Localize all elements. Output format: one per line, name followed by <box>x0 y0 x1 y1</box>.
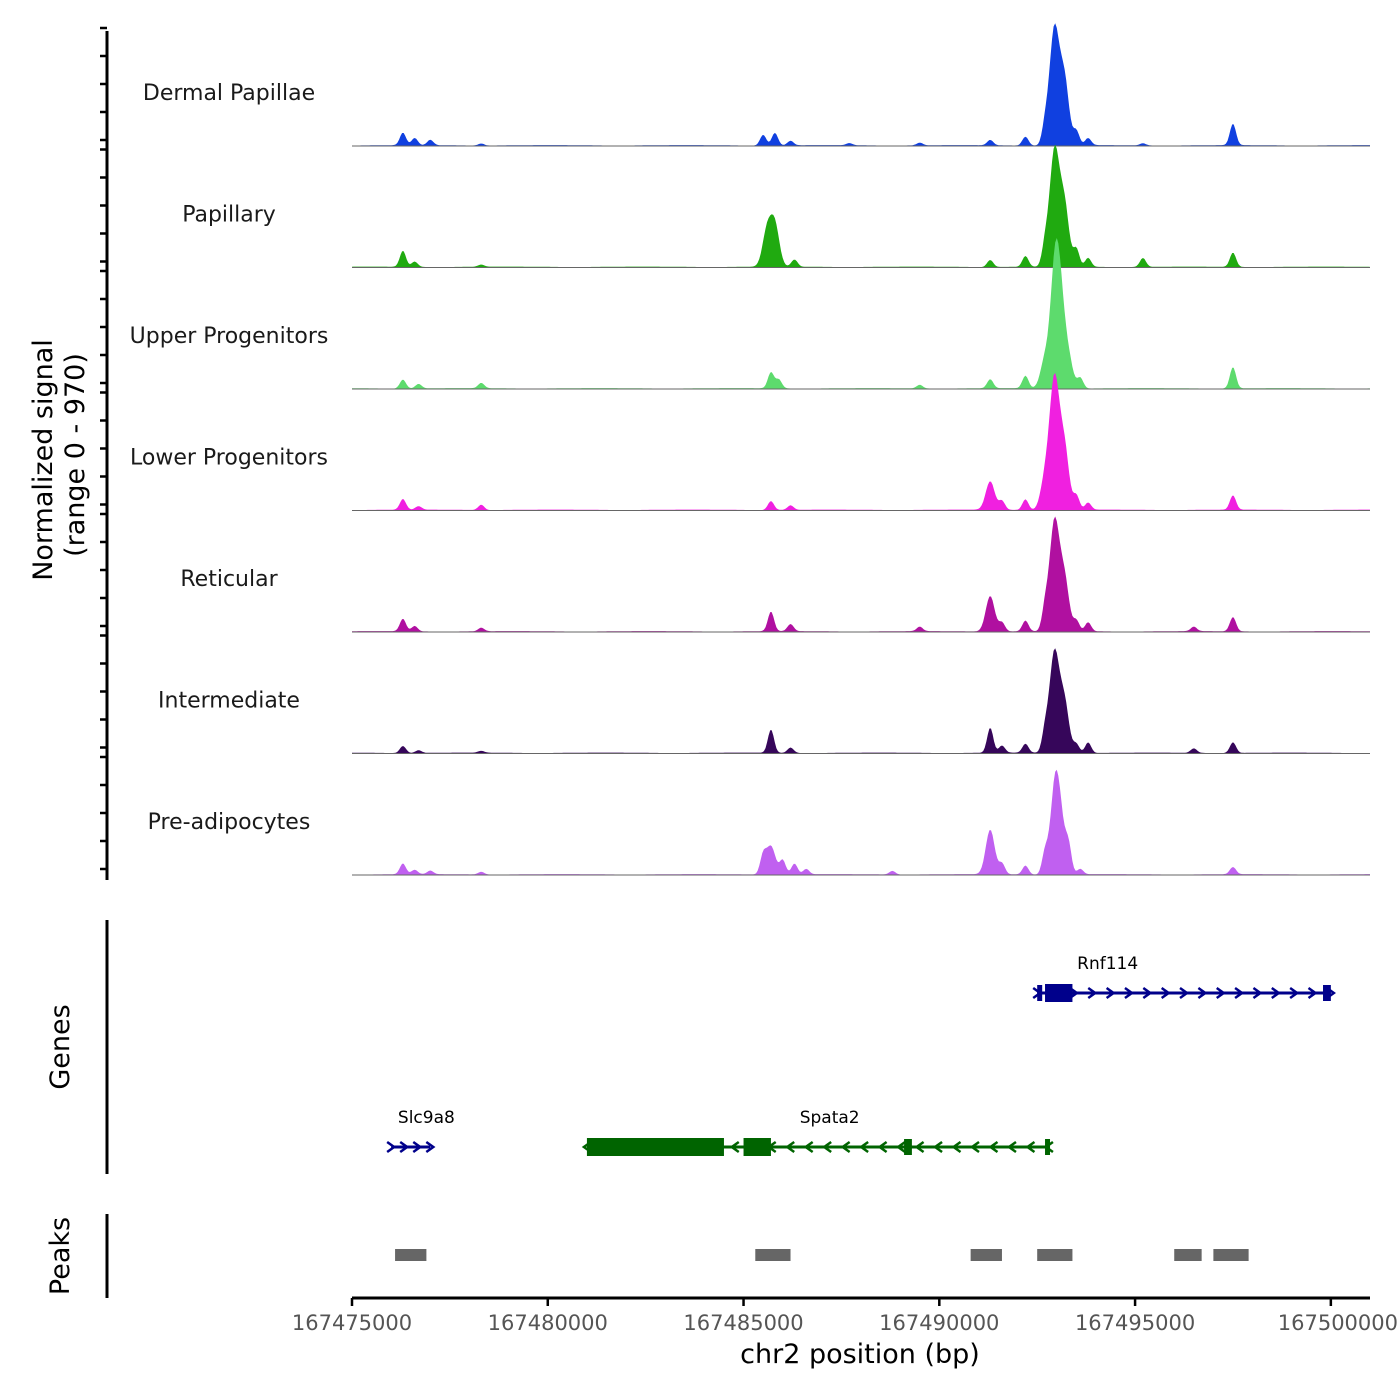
strand-arrow <box>1234 986 1245 1000</box>
strand-arrow <box>988 1140 999 1154</box>
strand-arrow <box>1179 986 1190 1000</box>
strand-arrow <box>1006 1140 1017 1154</box>
gene-label: Rnf114 <box>1077 954 1138 974</box>
peak-region <box>1174 1249 1202 1261</box>
strand-arrow <box>386 1140 397 1154</box>
strand-arrow <box>785 1140 795 1154</box>
strand-arrow <box>1124 986 1135 1000</box>
coverage-track: Lower Progenitors <box>130 372 1370 511</box>
signal-area <box>352 372 1370 511</box>
strand-arrow <box>951 1140 962 1154</box>
x-axis-ticks: 167475000 167480000 167485000 167490000 1674… <box>292 1298 1398 1335</box>
strand-arrow <box>1307 986 1318 1000</box>
x-tick-label: 167495000 <box>1075 1311 1195 1335</box>
track-label: Reticular <box>180 567 278 592</box>
track-label: Upper Progenitors <box>130 324 329 349</box>
strand-arrow <box>877 1140 888 1154</box>
peak-region <box>1037 1249 1073 1261</box>
exon <box>1323 985 1331 1001</box>
peak-region <box>395 1249 427 1261</box>
signal-area <box>352 769 1370 875</box>
genes-layer: Rnf114 Slc9a8 Spata2 <box>386 954 1337 1156</box>
exon <box>1045 1139 1051 1155</box>
y-axis-range: (range 0 - 970) <box>60 353 91 557</box>
peak-region <box>1213 1249 1249 1261</box>
gene-model: Rnf114 <box>1032 954 1337 1002</box>
x-tick-label: 167485000 <box>683 1311 803 1335</box>
strand-arrow <box>1087 986 1098 1000</box>
coverage-track: Papillary <box>182 144 1370 268</box>
coverage-track: Dermal Papillae <box>143 23 1370 147</box>
coverage-track: Pre-adipocytes <box>148 769 1370 876</box>
coverage-track: Reticular <box>180 516 1370 633</box>
strand-arrow <box>729 1140 740 1154</box>
gene-label: Spata2 <box>800 1108 860 1128</box>
x-tick-label: 167475000 <box>292 1311 412 1335</box>
x-tick-label: 167480000 <box>488 1311 608 1335</box>
track-label: Intermediate <box>158 689 300 714</box>
track-label: Dermal Papillae <box>143 81 315 106</box>
y-axis-title: Normalized signal <box>28 339 59 581</box>
peak-region <box>755 1249 791 1261</box>
strand-arrow <box>1025 1140 1036 1154</box>
strand-arrow <box>399 1140 410 1154</box>
gene-label: Slc9a8 <box>398 1108 455 1128</box>
strand-arrow <box>425 1140 436 1154</box>
coverage-y-ticks <box>100 26 107 871</box>
tracks-layer: Dermal Papillae Papillary Upper Progenitor… <box>130 23 1370 876</box>
strand-arrow <box>1142 986 1153 1000</box>
strand-arrow <box>1160 986 1171 1000</box>
peaks-layer <box>395 1249 1249 1261</box>
exon <box>904 1139 912 1155</box>
signal-area <box>352 144 1370 268</box>
strand-arrow <box>412 1140 423 1154</box>
track-label: Pre-adipocytes <box>148 810 311 835</box>
coverage-track: Upper Progenitors <box>130 238 1370 390</box>
strand-arrow <box>803 1140 814 1154</box>
strand-arrow <box>1197 986 1208 1000</box>
genes-panel-label: Genes <box>45 1004 76 1089</box>
coverage-track: Intermediate <box>158 648 1370 754</box>
track-label: Lower Progenitors <box>130 446 328 471</box>
strand-arrow <box>1105 986 1116 1000</box>
signal-area <box>352 23 1370 147</box>
x-tick-label: 167490000 <box>879 1311 999 1335</box>
strand-arrow <box>1271 986 1281 1000</box>
signal-area <box>352 648 1370 754</box>
strand-arrow <box>1252 986 1263 1000</box>
exon <box>743 1138 771 1156</box>
strand-arrow <box>1216 986 1226 1000</box>
exon <box>1045 984 1073 1002</box>
x-axis-title: chr2 position (bp) <box>740 1339 980 1370</box>
gene-model: Spata2 <box>581 1108 1054 1156</box>
strand-arrow <box>1289 986 1300 1000</box>
peak-region <box>970 1249 1002 1261</box>
track-label: Papillary <box>182 203 276 228</box>
signal-area <box>352 516 1370 632</box>
strand-arrow <box>895 1140 906 1154</box>
strand-arrow <box>858 1140 869 1154</box>
strand-arrow <box>822 1140 832 1154</box>
strand-arrow <box>969 1140 980 1154</box>
peaks-panel-label: Peaks <box>45 1217 76 1295</box>
exon <box>1037 985 1043 1001</box>
exon <box>586 1138 724 1156</box>
x-tick-label: 167500000 <box>1278 1311 1398 1335</box>
signal-area <box>352 238 1370 389</box>
strand-arrow <box>840 1140 851 1154</box>
strand-arrow <box>914 1140 925 1154</box>
strand-arrow <box>932 1140 943 1154</box>
gene-model: Slc9a8 <box>386 1108 455 1154</box>
